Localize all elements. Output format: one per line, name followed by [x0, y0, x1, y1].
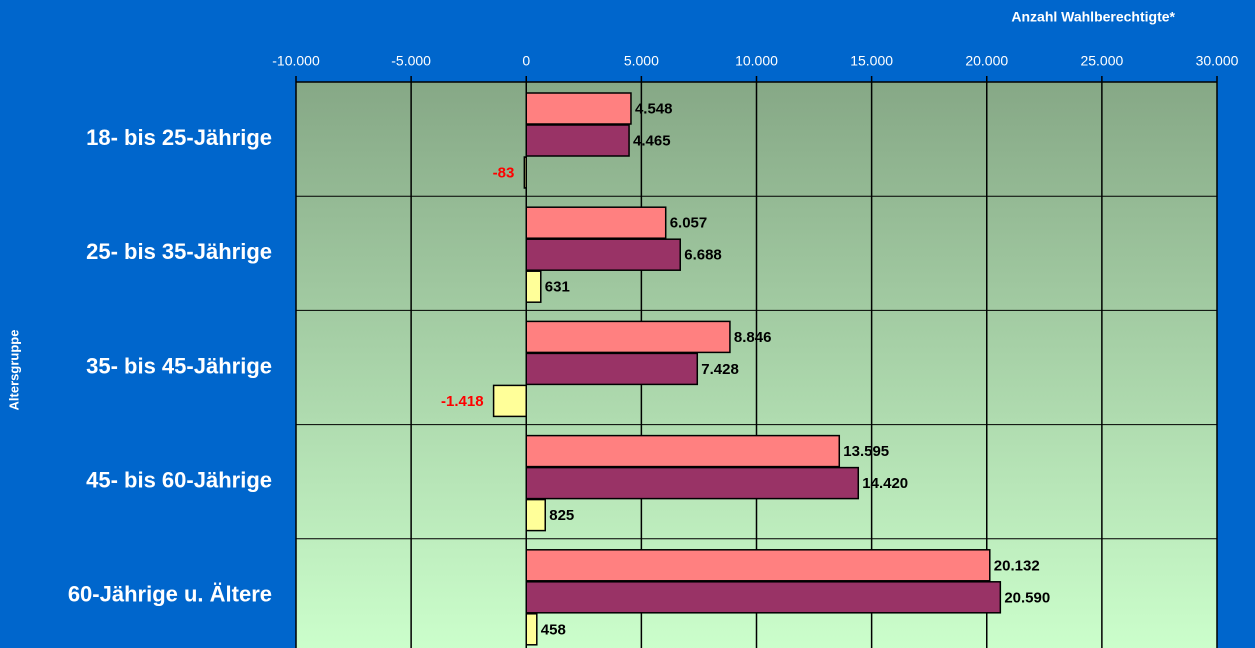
bar — [525, 498, 546, 532]
x-axis-title: Anzahl Wahlberechtigte* — [1011, 9, 1175, 25]
x-tick-label: 10.000 — [735, 53, 778, 69]
bar — [525, 270, 542, 303]
bar — [525, 352, 699, 386]
x-tick-label: -5.000 — [391, 53, 431, 69]
category-label: 45- bis 60-Jährige — [86, 468, 272, 493]
x-tick-label: -10.000 — [272, 53, 320, 69]
data-label: -83 — [493, 164, 515, 181]
bar — [525, 124, 630, 157]
bar — [525, 206, 667, 239]
category-label: 35- bis 45-Jährige — [86, 353, 272, 378]
data-label: 14.420 — [862, 475, 908, 492]
y-axis-title: Altersgruppe — [6, 330, 21, 411]
bar — [525, 92, 632, 125]
bar — [525, 549, 991, 582]
bar — [525, 466, 860, 500]
category-label: 18- bis 25-Jährige — [86, 125, 272, 150]
data-label: 20.590 — [1004, 589, 1050, 606]
data-label: 8.846 — [734, 329, 772, 346]
category-label: 25- bis 35-Jährige — [86, 239, 272, 264]
bar — [525, 613, 538, 646]
x-tick-label: 5.000 — [624, 53, 659, 69]
data-label: 631 — [545, 279, 570, 296]
data-label: 4.465 — [633, 132, 671, 149]
x-tick-label: 25.000 — [1080, 53, 1123, 69]
bar — [523, 156, 528, 189]
x-tick-label: 0 — [522, 53, 530, 69]
data-label: -1.418 — [441, 393, 484, 410]
data-label: 13.595 — [843, 443, 889, 460]
bar — [525, 320, 731, 354]
data-label: 825 — [549, 507, 574, 524]
data-label: 458 — [541, 621, 566, 638]
bar — [492, 384, 528, 418]
data-label: 4.548 — [635, 100, 673, 117]
data-label: 6.688 — [684, 247, 722, 264]
x-tick-label: 15.000 — [850, 53, 893, 69]
data-label: 7.428 — [701, 361, 739, 378]
x-tick-label: 20.000 — [965, 53, 1008, 69]
bar — [525, 434, 841, 468]
category-label: 60-Jährige u. Ältere — [68, 582, 272, 607]
data-label: 20.132 — [994, 557, 1040, 574]
data-label: 6.057 — [670, 215, 708, 232]
x-tick-label: 30.000 — [1196, 53, 1239, 69]
bar — [525, 581, 1002, 614]
bar — [525, 238, 681, 271]
